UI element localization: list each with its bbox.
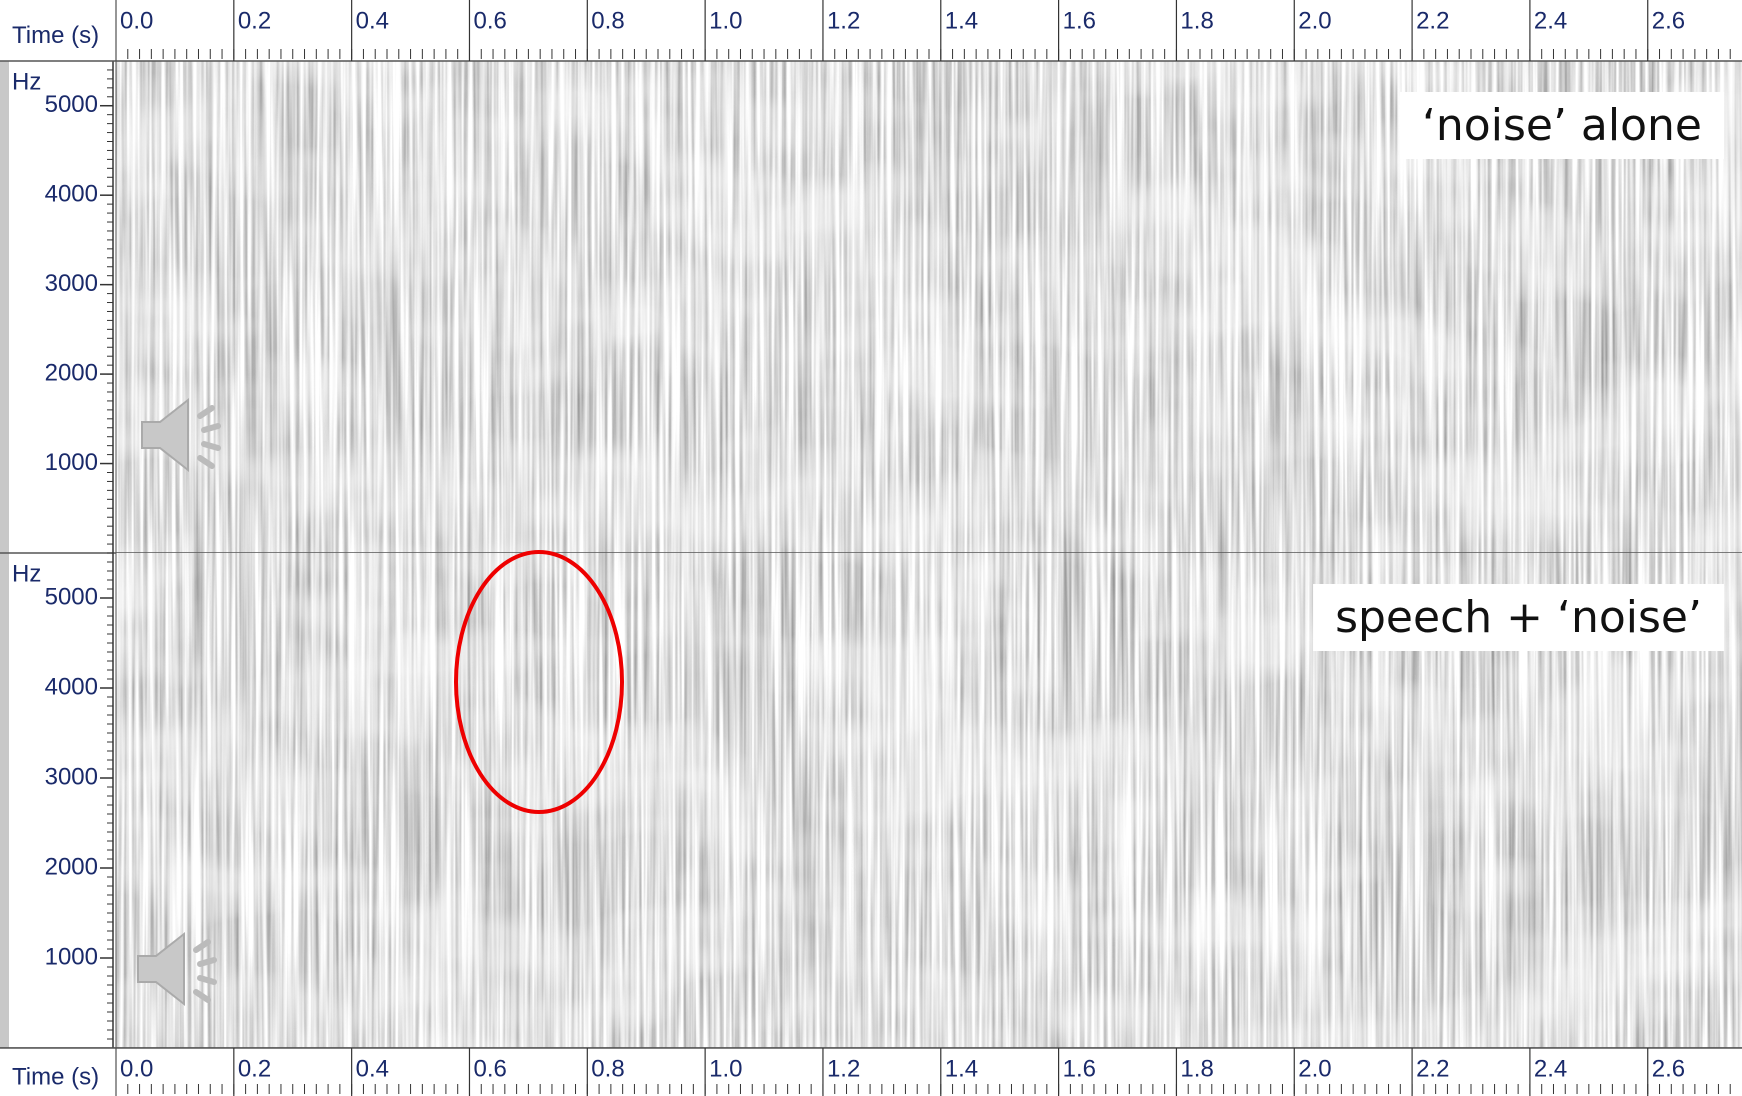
y-axis-label: Hz bbox=[12, 560, 41, 587]
y-axis-label: Hz bbox=[12, 68, 41, 95]
y-tick-label: 5000 bbox=[45, 583, 98, 610]
x-tick-label: 1.4 bbox=[945, 7, 978, 34]
x-tick-label: 2.2 bbox=[1416, 1055, 1449, 1082]
y-tick-label: 5000 bbox=[45, 91, 98, 118]
x-tick-label: 2.6 bbox=[1652, 7, 1685, 34]
x-tick-label: 1.0 bbox=[709, 7, 742, 34]
x-tick-label: 0.8 bbox=[591, 7, 624, 34]
x-tick-label: 0.0 bbox=[120, 7, 153, 34]
time-axis-bar bbox=[0, 0, 1742, 61]
x-tick-label: 2.0 bbox=[1298, 7, 1331, 34]
x-tick-label: 1.6 bbox=[1063, 1055, 1096, 1082]
speaker-icon[interactable] bbox=[137, 931, 217, 1007]
x-tick-label: 2.4 bbox=[1534, 1055, 1567, 1082]
panel-label: ‘noise’ alone bbox=[1422, 100, 1702, 151]
x-tick-label: 2.2 bbox=[1416, 7, 1449, 34]
panel-label-box bbox=[1399, 92, 1724, 159]
speaker-icon[interactable] bbox=[141, 397, 221, 473]
x-tick-label: 0.6 bbox=[473, 7, 506, 34]
x-tick-label: 1.4 bbox=[945, 1055, 978, 1082]
x-tick-label: 0.2 bbox=[238, 7, 271, 34]
panel-label-box bbox=[1313, 584, 1724, 651]
time-axis-bar bbox=[0, 1048, 1742, 1096]
window-frame bbox=[0, 0, 9, 1096]
y-tick-label: 1000 bbox=[45, 943, 98, 970]
panel-label: speech + ‘noise’ bbox=[1335, 592, 1702, 643]
x-tick-label: 0.0 bbox=[120, 1055, 153, 1082]
y-tick-label: 4000 bbox=[45, 181, 98, 208]
x-tick-label: 2.4 bbox=[1534, 7, 1567, 34]
x-tick-label: 1.8 bbox=[1180, 7, 1213, 34]
highlight-ellipse bbox=[454, 550, 624, 814]
y-tick-label: 1000 bbox=[45, 449, 98, 476]
x-tick-label: 1.2 bbox=[827, 1055, 860, 1082]
x-tick-label: 1.6 bbox=[1063, 7, 1096, 34]
time-axis-label: Time (s) bbox=[12, 1063, 99, 1090]
x-tick-label: 1.2 bbox=[827, 7, 860, 34]
x-tick-label: 2.0 bbox=[1298, 1055, 1331, 1082]
time-axis-label: Time (s) bbox=[12, 22, 99, 49]
x-tick-label: 2.6 bbox=[1652, 1055, 1685, 1082]
y-tick-label: 3000 bbox=[45, 763, 98, 790]
y-tick-label: 4000 bbox=[45, 673, 98, 700]
x-tick-label: 0.4 bbox=[356, 1055, 389, 1082]
y-tick-label: 3000 bbox=[45, 270, 98, 297]
x-tick-label: 0.4 bbox=[356, 7, 389, 34]
x-tick-label: 1.8 bbox=[1180, 1055, 1213, 1082]
x-tick-label: 0.2 bbox=[238, 1055, 271, 1082]
x-tick-label: 0.6 bbox=[473, 1055, 506, 1082]
y-tick-label: 2000 bbox=[45, 853, 98, 880]
x-tick-label: 1.0 bbox=[709, 1055, 742, 1082]
x-tick-label: 0.8 bbox=[591, 1055, 624, 1082]
y-tick-label: 2000 bbox=[45, 359, 98, 386]
